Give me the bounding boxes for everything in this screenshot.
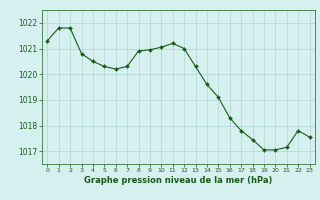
X-axis label: Graphe pression niveau de la mer (hPa): Graphe pression niveau de la mer (hPa) [84,176,273,185]
